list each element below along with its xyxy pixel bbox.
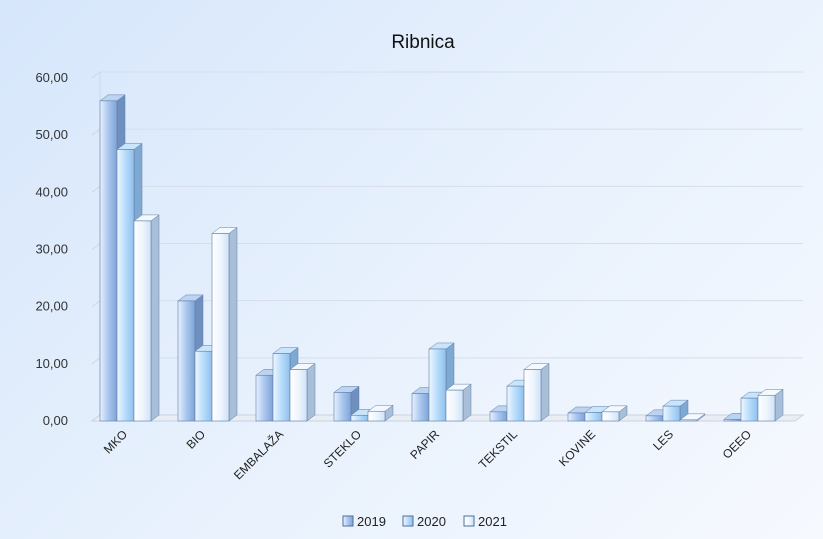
x-category-label: BIO	[184, 427, 209, 452]
x-category-label: LES	[650, 427, 676, 453]
legend-label: 2021	[478, 514, 507, 529]
y-tick-label: 0,00	[43, 413, 68, 428]
y-tick-label: 40,00	[35, 184, 68, 199]
legend-label: 2019	[357, 514, 386, 529]
x-category-label: EMBALAŽA	[230, 427, 286, 483]
legend-item-2020: 2020	[402, 514, 446, 529]
legend-item-2021: 2021	[463, 514, 507, 529]
gridline-depth	[91, 357, 101, 365]
bar-kovine-2021	[601, 405, 628, 422]
gridline-depth	[91, 243, 101, 250]
legend-item-2019: 2019	[342, 514, 386, 529]
y-tick-label: 10,00	[35, 356, 68, 371]
bar-tekstil-2021	[523, 363, 550, 422]
y-tick-label: 20,00	[35, 299, 68, 314]
x-category-label: OEEO	[720, 427, 754, 461]
bar-bio-2021	[211, 226, 238, 422]
x-category-label: MKO	[101, 427, 130, 456]
legend-swatch	[402, 515, 414, 527]
bar-steklo-2021	[367, 404, 394, 422]
chart-title: Ribnica	[391, 32, 455, 53]
y-tick-label: 50,00	[35, 127, 68, 142]
x-category-label: PAPIR	[407, 427, 442, 462]
bar-oeeo-2021	[757, 388, 784, 422]
legend-label: 2020	[417, 514, 446, 529]
x-category-label: TEKSTIL	[476, 427, 521, 472]
bar-mko-2021	[133, 214, 160, 422]
y-tick-label: 30,00	[35, 242, 68, 257]
bar-embalaža-2021	[289, 363, 316, 422]
x-category-label: KOVINE	[556, 427, 598, 469]
gridline-depth	[91, 128, 101, 136]
legend-swatch	[342, 515, 354, 527]
x-category-label: STEKLO	[321, 427, 364, 470]
gridline-depth	[91, 185, 101, 193]
y-tick-label: 60,00	[35, 70, 68, 85]
gridline-depth	[91, 300, 101, 308]
gridline-depth	[91, 71, 101, 79]
bar-les-2021	[679, 413, 706, 422]
bar-papir-2021	[445, 383, 472, 422]
legend-swatch	[463, 515, 475, 527]
